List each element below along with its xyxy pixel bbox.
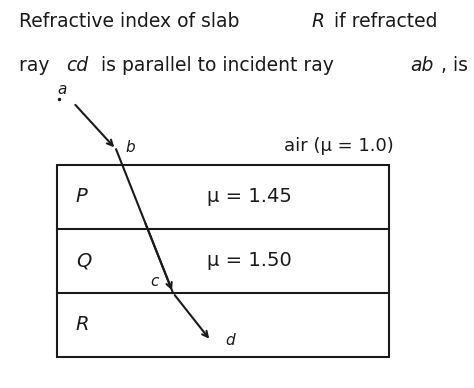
Text: air (μ = 1.0): air (μ = 1.0)	[283, 137, 393, 155]
Text: Q: Q	[76, 251, 91, 270]
Text: a: a	[57, 82, 66, 97]
Bar	[57, 165, 389, 357]
Text: cd: cd	[66, 56, 88, 75]
Text: ray: ray	[19, 56, 55, 75]
Text: c: c	[150, 274, 158, 289]
Text: ab: ab	[410, 56, 434, 75]
Text: if refracted: if refracted	[328, 12, 438, 31]
Text: b: b	[126, 140, 135, 155]
Text: Refractive index of slab: Refractive index of slab	[0, 387, 1, 388]
Text: P: P	[76, 187, 88, 206]
Text: R: R	[76, 315, 89, 334]
Text: Refractive index of slab: Refractive index of slab	[19, 12, 246, 31]
Text: μ = 1.50: μ = 1.50	[207, 251, 292, 270]
Text: R: R	[311, 12, 324, 31]
Text: , is: , is	[441, 56, 468, 75]
Text: d: d	[225, 333, 235, 348]
Text: μ = 1.45: μ = 1.45	[207, 187, 292, 206]
Text: is parallel to incident ray: is parallel to incident ray	[95, 56, 339, 75]
Text: Refractive index of slab    if refracted: Refractive index of slab if refracted	[0, 387, 1, 388]
